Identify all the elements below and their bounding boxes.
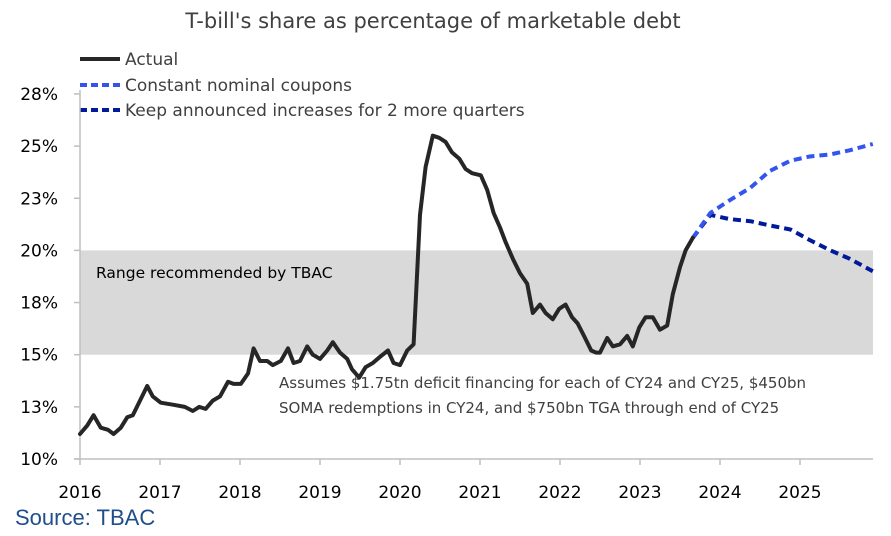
series-actual-line xyxy=(78,133,695,436)
y-tick-label: 10% xyxy=(20,450,58,470)
x-tick-label: 2017 xyxy=(138,483,181,503)
annotation-line-1: Assumes $1.75tn deficit financing for ea… xyxy=(279,374,806,392)
legend-label-constant: Constant nominal coupons xyxy=(125,76,352,96)
legend-label-actual: Actual xyxy=(125,50,178,70)
legend: Actual Constant nominal coupons Keep ann… xyxy=(80,50,525,121)
x-tick-label: 2024 xyxy=(698,483,741,503)
annotation: Assumes $1.75tn deficit financing for ea… xyxy=(279,374,806,417)
x-tick-label: 2022 xyxy=(538,483,581,503)
x-tick-label: 2019 xyxy=(298,483,341,503)
y-tick-label: 20% xyxy=(20,241,58,261)
y-tick-label: 28% xyxy=(20,85,58,105)
series-group xyxy=(78,133,874,436)
legend-label-keep: Keep announced increases for 2 more quar… xyxy=(125,101,525,121)
axes xyxy=(74,89,873,465)
y-tick-label: 23% xyxy=(20,189,58,209)
x-tick-label: 2020 xyxy=(378,483,421,503)
y-tick-label: 13% xyxy=(20,398,58,418)
series-constant-coupons-line xyxy=(691,142,874,240)
source-note: Source: TBAC xyxy=(15,505,156,530)
y-tick-label: 18% xyxy=(20,294,58,314)
x-tick-label: 2025 xyxy=(778,483,821,503)
annotation-line-2: SOMA redemptions in CY24, and $750bn TGA… xyxy=(279,399,779,417)
x-tick-label: 2016 xyxy=(58,483,101,503)
x-tick-label: 2021 xyxy=(458,483,501,503)
shaded-band xyxy=(80,250,873,355)
chart-title: T-bill's share as percentage of marketab… xyxy=(184,9,680,33)
band-label: Range recommended by TBAC xyxy=(96,264,333,282)
x-tick-label: 2023 xyxy=(618,483,661,503)
tick-labels: 10% 13% 15% 18% 20% 23% 25% 28% 2016 2017 2018 2019… xyxy=(20,85,821,503)
x-tick-label: 2018 xyxy=(218,483,261,503)
y-tick-label: 25% xyxy=(20,137,58,157)
y-tick-label: 15% xyxy=(20,346,58,366)
